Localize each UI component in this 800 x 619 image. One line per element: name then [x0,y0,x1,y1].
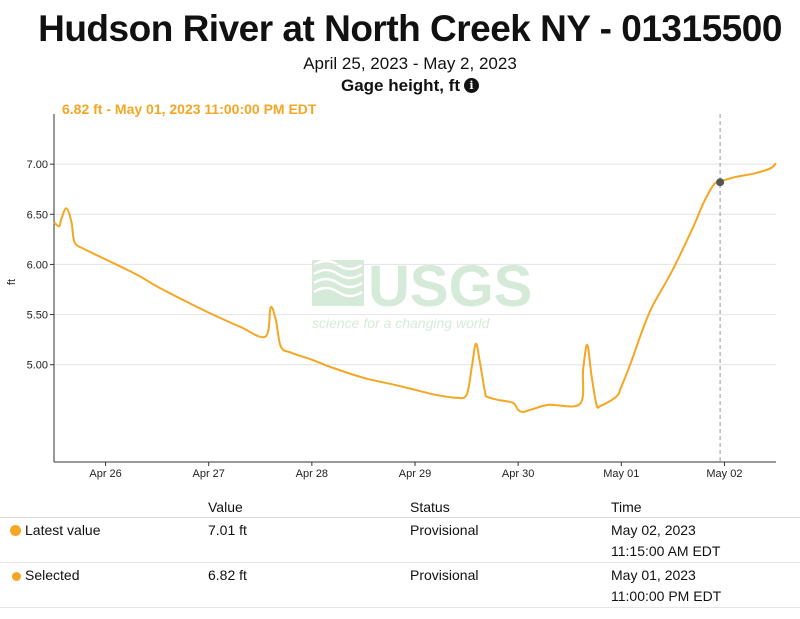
row-time-date: May 02, 2023 [611,522,696,538]
row-value: 6.82 ft [208,562,410,608]
x-tick-label: Apr 29 [399,468,431,480]
row-label: Selected [25,567,80,583]
latest-value-dot-icon [10,525,21,536]
gage-height-series-line [53,162,777,413]
table-header-time: Time [611,497,800,518]
row-value: 7.01 ft [208,517,410,563]
x-tick-label: Apr 30 [502,468,534,480]
watermark-tagline: science for a changing world [312,315,491,331]
y-tick-label: 5.00 [27,360,48,372]
chart-title: Hudson River at North Creek NY - 0131550… [38,8,782,49]
selected-dot-icon [12,572,21,581]
x-tick-label: May 02 [706,468,742,480]
row-status: Provisional [410,562,611,608]
parameter-label: Gage height, ft [341,76,460,95]
watermark-brand: USGS [368,254,532,319]
parameter-heading: Gage height, ft i [0,76,800,96]
x-tick-label: Apr 28 [296,468,328,480]
gridlines [54,163,776,366]
row-label: Latest value [25,522,101,538]
table-row: Selected 6.82 ft Provisional May 01, 202… [0,562,800,608]
row-time-date: May 01, 2023 [611,567,696,583]
y-tick-label: 7.00 [27,159,48,171]
table-header-label [0,497,208,518]
y-tick-label: 6.50 [27,209,48,221]
row-label-cell: Selected [0,562,208,608]
row-status: Provisional [410,517,611,563]
value-summary-table: Value Status Time Latest value 7.01 ft P… [0,497,800,608]
y-axis-label: ft [6,279,18,285]
selected-point-marker[interactable] [716,178,725,187]
table-header-status: Status [410,497,611,518]
date-range: April 25, 2023 - May 2, 2023 [303,54,517,73]
table-header-row: Value Status Time [0,497,800,518]
y-tick-label: 6.00 [27,259,48,271]
x-tick-label: May 01 [603,468,639,480]
row-label-cell: Latest value [0,517,208,563]
x-tick-label: Apr 27 [193,468,225,480]
info-icon[interactable]: i [464,78,479,93]
row-time-clock: 11:15:00 AM EDT [611,543,721,559]
selected-readout: 6.82 ft - May 01, 2023 11:00:00 PM EDT [62,101,317,117]
row-time: May 02, 2023 11:15:00 AM EDT [611,517,800,563]
table-header-value: Value [208,497,410,518]
x-tick-label: Apr 26 [89,468,121,480]
usgs-logo-icon [312,259,364,306]
x-axis-ticks: Apr 26 Apr 27 Apr 28 Apr 29 Apr 30 May 01 May … [89,462,742,480]
row-time: May 01, 2023 11:00:00 PM EDT [611,562,800,608]
table-row: Latest value 7.01 ft Provisional May 02,… [0,517,800,563]
y-axis-ticks: 5.00 5.50 6.00 6.50 7.00 [27,159,54,372]
y-tick-label: 5.50 [27,310,48,322]
row-time-clock: 11:00:00 PM EDT [611,588,722,604]
